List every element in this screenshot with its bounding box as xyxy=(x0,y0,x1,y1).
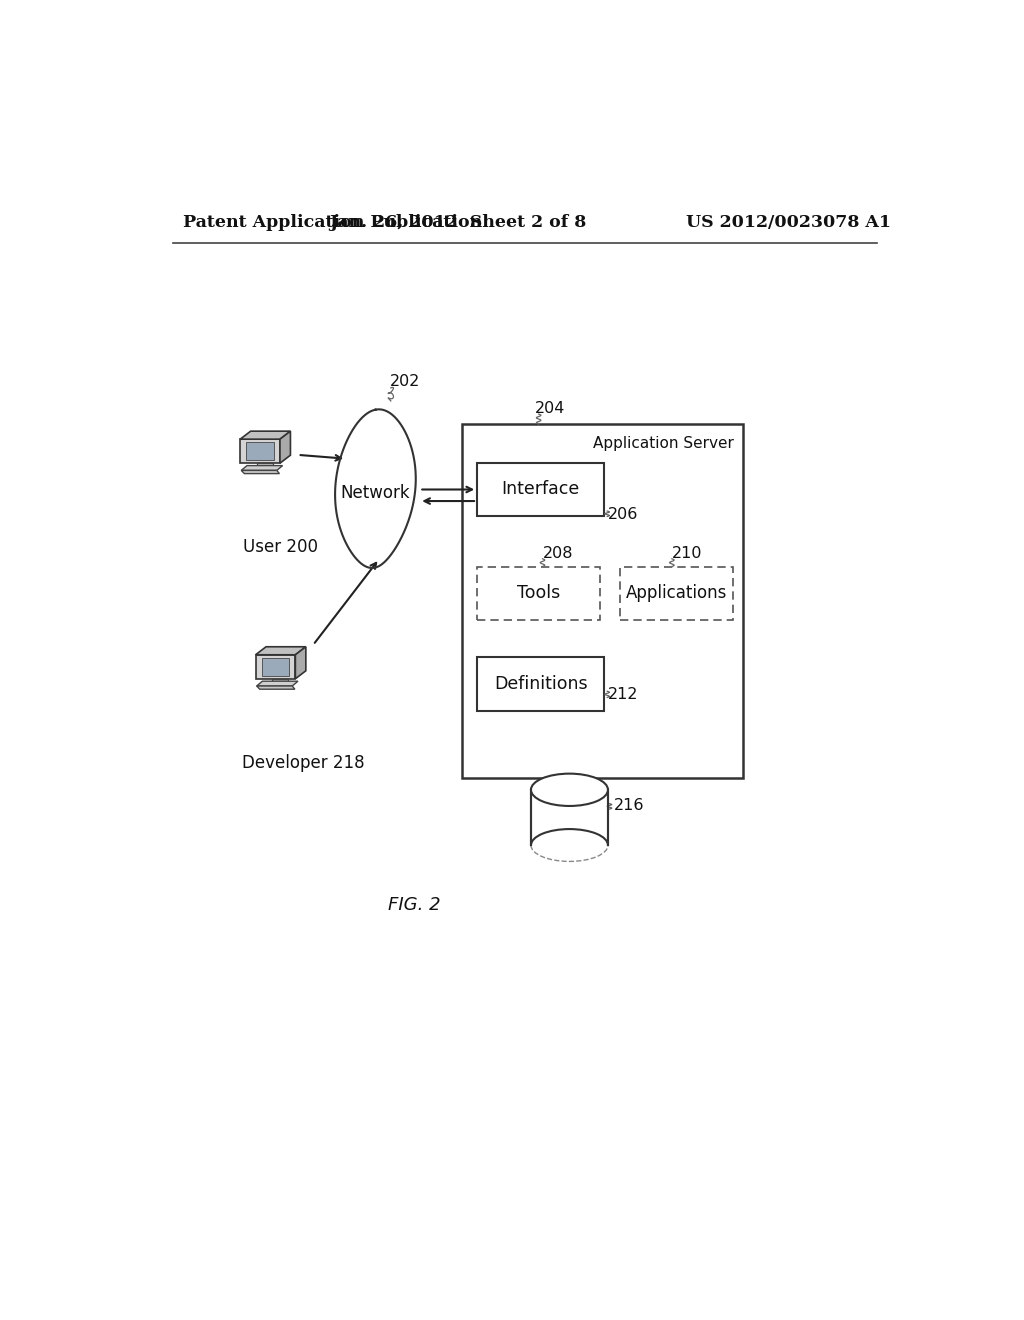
Polygon shape xyxy=(241,440,280,463)
FancyBboxPatch shape xyxy=(620,566,733,620)
FancyBboxPatch shape xyxy=(477,566,600,620)
Polygon shape xyxy=(257,686,295,689)
Text: Applications: Applications xyxy=(626,585,727,602)
Text: 208: 208 xyxy=(543,546,573,561)
Ellipse shape xyxy=(531,774,608,807)
Polygon shape xyxy=(256,647,306,655)
Text: Network: Network xyxy=(341,484,411,503)
Text: 216: 216 xyxy=(614,797,645,813)
Text: US 2012/0023078 A1: US 2012/0023078 A1 xyxy=(686,214,892,231)
Polygon shape xyxy=(272,678,288,682)
Text: Tools: Tools xyxy=(517,585,560,602)
Polygon shape xyxy=(335,409,416,568)
Polygon shape xyxy=(241,432,291,440)
Text: 206: 206 xyxy=(608,507,638,521)
Polygon shape xyxy=(242,466,283,470)
Text: Jan. 26, 2012  Sheet 2 of 8: Jan. 26, 2012 Sheet 2 of 8 xyxy=(329,214,587,231)
Text: Developer 218: Developer 218 xyxy=(243,754,366,772)
FancyBboxPatch shape xyxy=(477,462,604,516)
Text: Application Server: Application Server xyxy=(593,436,733,451)
Polygon shape xyxy=(242,470,280,474)
FancyBboxPatch shape xyxy=(477,657,604,711)
Text: 204: 204 xyxy=(535,401,565,416)
Polygon shape xyxy=(280,432,291,463)
Text: 202: 202 xyxy=(390,374,421,389)
Text: Definitions: Definitions xyxy=(494,676,588,693)
Text: 210: 210 xyxy=(672,546,702,561)
Text: Interface: Interface xyxy=(502,480,580,499)
Text: 212: 212 xyxy=(608,686,638,702)
Polygon shape xyxy=(257,681,298,686)
Text: Patent Application Publication: Patent Application Publication xyxy=(183,214,482,231)
Text: FIG. 2: FIG. 2 xyxy=(388,896,440,915)
Polygon shape xyxy=(256,655,295,678)
Bar xyxy=(531,789,608,845)
Polygon shape xyxy=(295,647,306,678)
Polygon shape xyxy=(247,442,273,461)
Text: User 200: User 200 xyxy=(244,539,318,556)
Polygon shape xyxy=(262,657,289,676)
FancyBboxPatch shape xyxy=(462,424,742,779)
Polygon shape xyxy=(257,463,272,467)
